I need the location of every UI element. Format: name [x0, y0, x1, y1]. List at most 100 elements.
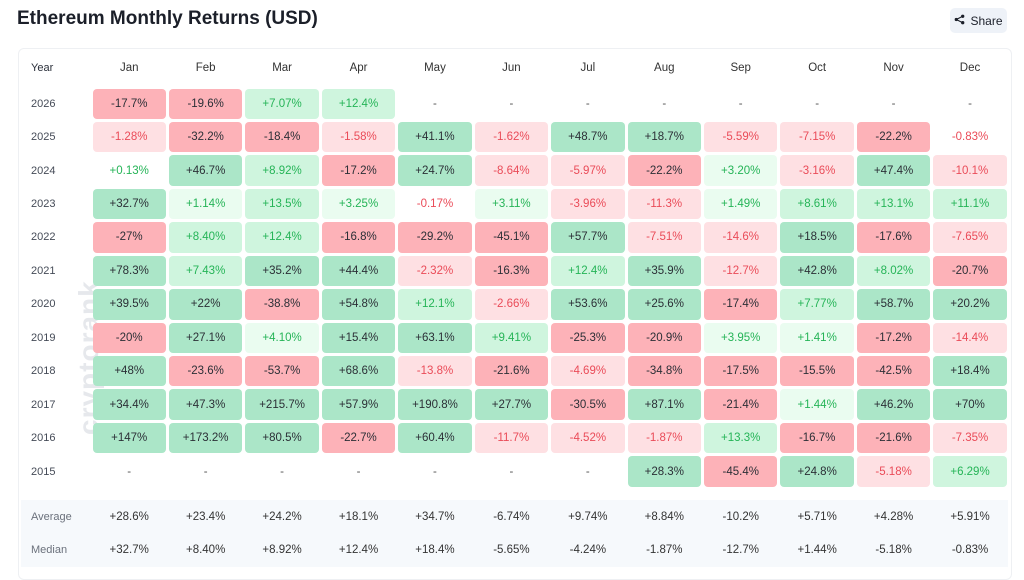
return-cell[interactable]: +24.8% [779, 455, 855, 488]
return-cell[interactable]: -45.4% [703, 455, 779, 488]
return-cell[interactable]: +32.7% [91, 187, 167, 220]
return-cell[interactable]: -7.51% [626, 221, 702, 254]
return-cell[interactable]: -1.28% [91, 120, 167, 153]
return-cell[interactable]: -2.32% [397, 254, 473, 287]
return-cell[interactable]: +9.41% [473, 321, 549, 354]
return-cell[interactable]: +18.7% [626, 120, 702, 153]
return-cell[interactable]: +1.14% [167, 187, 243, 220]
return-cell[interactable]: +78.3% [91, 254, 167, 287]
return-cell[interactable]: -11.7% [473, 421, 549, 454]
return-cell[interactable]: - [91, 455, 167, 488]
return-cell[interactable]: -22.2% [855, 120, 931, 153]
return-cell[interactable]: - [167, 455, 243, 488]
return-cell[interactable]: -0.83% [932, 120, 1008, 153]
return-cell[interactable]: +3.95% [703, 321, 779, 354]
return-cell[interactable]: +147% [91, 421, 167, 454]
return-cell[interactable]: -1.58% [320, 120, 396, 153]
month-header-sep[interactable]: Sep [703, 51, 779, 84]
return-cell[interactable]: -17.2% [855, 321, 931, 354]
return-cell[interactable]: - [855, 87, 931, 120]
return-cell[interactable]: -17.4% [703, 288, 779, 321]
month-header-nov[interactable]: Nov [855, 51, 931, 84]
return-cell[interactable]: +68.6% [320, 355, 396, 388]
return-cell[interactable]: -16.3% [473, 254, 549, 287]
return-cell[interactable]: -4.69% [550, 355, 626, 388]
return-cell[interactable]: +70% [932, 388, 1008, 421]
return-cell[interactable]: +57.7% [550, 221, 626, 254]
return-cell[interactable]: +8.40% [167, 221, 243, 254]
return-cell[interactable]: +0.13% [91, 154, 167, 187]
return-cell[interactable]: -42.5% [855, 355, 931, 388]
month-header-jan[interactable]: Jan [91, 51, 167, 84]
return-cell[interactable]: -7.15% [779, 120, 855, 153]
return-cell[interactable]: - [473, 455, 549, 488]
return-cell[interactable]: - [932, 87, 1008, 120]
return-cell[interactable]: -14.4% [932, 321, 1008, 354]
return-cell[interactable]: +15.4% [320, 321, 396, 354]
return-cell[interactable]: -12.7% [703, 254, 779, 287]
month-header-aug[interactable]: Aug [626, 51, 702, 84]
return-cell[interactable]: +58.7% [855, 288, 931, 321]
return-cell[interactable]: +11.1% [932, 187, 1008, 220]
return-cell[interactable]: +4.10% [244, 321, 320, 354]
return-cell[interactable]: - [550, 87, 626, 120]
month-header-jun[interactable]: Jun [473, 51, 549, 84]
return-cell[interactable]: -16.8% [320, 221, 396, 254]
return-cell[interactable]: -10.1% [932, 154, 1008, 187]
return-cell[interactable]: +7.07% [244, 87, 320, 120]
return-cell[interactable]: +24.7% [397, 154, 473, 187]
return-cell[interactable]: -20% [91, 321, 167, 354]
return-cell[interactable]: +18.4% [932, 355, 1008, 388]
return-cell[interactable]: +57.9% [320, 388, 396, 421]
return-cell[interactable]: +190.8% [397, 388, 473, 421]
return-cell[interactable]: -29.2% [397, 221, 473, 254]
return-cell[interactable]: +63.1% [397, 321, 473, 354]
return-cell[interactable]: +46.2% [855, 388, 931, 421]
return-cell[interactable]: +22% [167, 288, 243, 321]
return-cell[interactable]: - [779, 87, 855, 120]
return-cell[interactable]: -21.6% [473, 355, 549, 388]
return-cell[interactable]: +7.43% [167, 254, 243, 287]
return-cell[interactable]: +13.3% [703, 421, 779, 454]
return-cell[interactable]: +12.4% [244, 221, 320, 254]
return-cell[interactable]: +18.5% [779, 221, 855, 254]
return-cell[interactable]: -45.1% [473, 221, 549, 254]
return-cell[interactable]: +173.2% [167, 421, 243, 454]
return-cell[interactable]: +13.5% [244, 187, 320, 220]
return-cell[interactable]: +3.20% [703, 154, 779, 187]
return-cell[interactable]: -1.87% [626, 421, 702, 454]
return-cell[interactable]: -7.35% [932, 421, 1008, 454]
return-cell[interactable]: -15.5% [779, 355, 855, 388]
return-cell[interactable]: +47.4% [855, 154, 931, 187]
return-cell[interactable]: -22.2% [626, 154, 702, 187]
return-cell[interactable]: -21.4% [703, 388, 779, 421]
return-cell[interactable]: -3.16% [779, 154, 855, 187]
return-cell[interactable]: -17.6% [855, 221, 931, 254]
month-header-may[interactable]: May [397, 51, 473, 84]
return-cell[interactable]: +46.7% [167, 154, 243, 187]
return-cell[interactable]: +8.61% [779, 187, 855, 220]
month-header-jul[interactable]: Jul [550, 51, 626, 84]
return-cell[interactable]: -22.7% [320, 421, 396, 454]
return-cell[interactable]: +12.1% [397, 288, 473, 321]
return-cell[interactable]: +1.44% [779, 388, 855, 421]
return-cell[interactable]: +13.1% [855, 187, 931, 220]
month-header-mar[interactable]: Mar [244, 51, 320, 84]
return-cell[interactable]: -17.5% [703, 355, 779, 388]
return-cell[interactable]: -14.6% [703, 221, 779, 254]
return-cell[interactable]: -38.8% [244, 288, 320, 321]
return-cell[interactable]: +42.8% [779, 254, 855, 287]
return-cell[interactable]: +87.1% [626, 388, 702, 421]
month-header-dec[interactable]: Dec [932, 51, 1008, 84]
return-cell[interactable]: +8.92% [244, 154, 320, 187]
return-cell[interactable]: +8.02% [855, 254, 931, 287]
return-cell[interactable]: -11.3% [626, 187, 702, 220]
return-cell[interactable]: - [703, 87, 779, 120]
return-cell[interactable]: - [626, 87, 702, 120]
return-cell[interactable]: +12.4% [320, 87, 396, 120]
return-cell[interactable]: +1.41% [779, 321, 855, 354]
return-cell[interactable]: +53.6% [550, 288, 626, 321]
return-cell[interactable]: +35.9% [626, 254, 702, 287]
return-cell[interactable]: -20.7% [932, 254, 1008, 287]
return-cell[interactable]: +48.7% [550, 120, 626, 153]
